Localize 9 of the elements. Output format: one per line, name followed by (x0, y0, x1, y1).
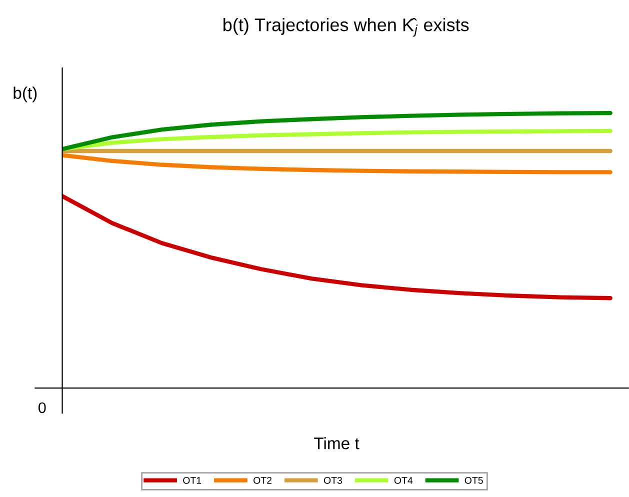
text: 0 (38, 402, 46, 414)
y-axis-title: b(t) (14, 86, 37, 102)
legend-label: OT4 (394, 476, 413, 484)
legend-label: OT3 (324, 476, 342, 484)
legend-label: OT5 (464, 476, 483, 484)
chart-title: b(t) Trajectories when K̂$_{j}$ exists (224, 18, 469, 37)
x-axis-title: Time t (314, 437, 360, 450)
legend-label: OT2 (254, 476, 272, 484)
legend-label: OT1 (183, 476, 202, 484)
